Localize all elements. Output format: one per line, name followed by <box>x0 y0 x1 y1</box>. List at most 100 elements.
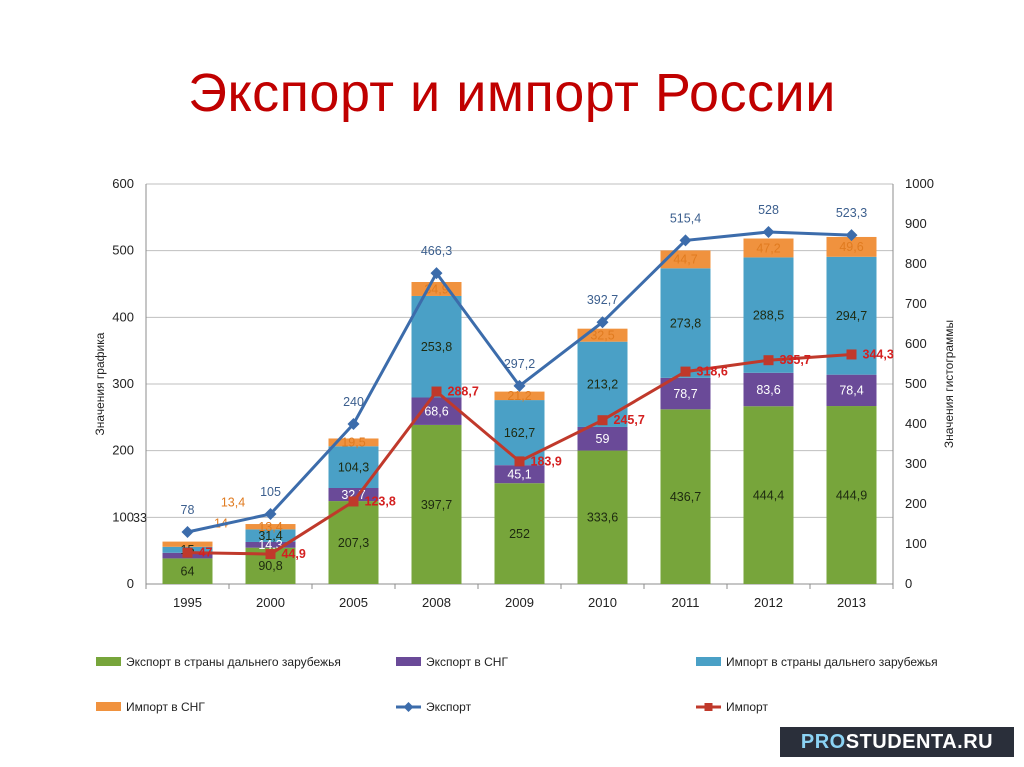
bar-segment-import-cis <box>328 438 379 447</box>
x-tick-label: 2008 <box>422 595 451 610</box>
import-point <box>348 496 359 507</box>
site-watermark[interactable]: PROSTUDENTA.RU <box>780 727 1014 757</box>
import-point <box>763 355 774 366</box>
right-tick-label: 400 <box>905 416 927 431</box>
bar-value-label: 444,9 <box>836 488 867 502</box>
legend-swatch <box>696 657 721 666</box>
watermark-rest: STUDENTA.RU <box>845 731 994 753</box>
legend-label: Экспорт <box>426 700 472 714</box>
x-tick-label: 2000 <box>256 595 285 610</box>
bar-segment-import-far <box>577 341 628 427</box>
bar-value-label: 207,3 <box>338 536 369 550</box>
export-point <box>347 418 360 430</box>
export-value-label: 523,3 <box>836 206 867 220</box>
left-axis-title: Значения графика <box>93 332 107 435</box>
export-value-label: 240 <box>343 395 364 409</box>
bar-segment-import-cis <box>162 541 213 547</box>
bar-segment-export-cis <box>245 541 296 548</box>
bar-value-label: 213,2 <box>587 378 618 392</box>
import-point <box>514 456 525 467</box>
x-tick-label: 2010 <box>588 595 617 610</box>
bar-segment-export-far <box>328 501 379 584</box>
bar-segment-export-cis <box>826 374 877 407</box>
import-value-label: 123,8 <box>365 494 396 508</box>
right-tick-label: 300 <box>905 456 927 471</box>
x-tick-label: 2011 <box>672 595 700 610</box>
legend-marker <box>403 702 414 712</box>
bar-value-label: 436,7 <box>670 490 701 504</box>
bar-value-label: 44,7 <box>673 253 697 267</box>
right-axis-title: Значения гистограммы <box>942 320 956 448</box>
legend-label: Экспорт в СНГ <box>426 655 508 669</box>
left-tick-label: 0 <box>127 576 134 591</box>
import-value-label: 245,7 <box>614 413 645 427</box>
bar-segment-export-far <box>577 450 628 584</box>
annotations: 33 <box>133 511 147 525</box>
bar-segment-export-far <box>660 409 711 584</box>
bar-segment-export-cis <box>577 426 628 451</box>
bar-value-label: 294,7 <box>836 309 867 323</box>
stacked-bars <box>162 236 877 584</box>
export-value-label: 392,7 <box>587 293 618 307</box>
import-value-label: 47 <box>199 546 213 560</box>
bar-value-label: 59 <box>596 432 610 446</box>
import-value-label: 44,9 <box>282 547 306 561</box>
bar-value-label: 78,4 <box>839 384 863 398</box>
bar-segment-import-cis <box>743 238 794 258</box>
line-series <box>181 226 858 560</box>
left-tick-label: 300 <box>112 376 134 391</box>
bar-value-label: 397,7 <box>421 498 452 512</box>
bar-segment-export-far <box>411 424 462 584</box>
left-tick-label: 200 <box>112 443 134 458</box>
watermark-prefix: PRO <box>800 731 846 753</box>
legend: Экспорт в страны дальнего зарубежья Экспо… <box>96 655 938 714</box>
import-value-label: 183,9 <box>531 454 562 468</box>
import-point <box>431 386 442 397</box>
bar-value-label: 90,8 <box>258 559 282 573</box>
right-tick-label: 600 <box>905 336 927 351</box>
bar-value-label: 49,6 <box>839 240 863 254</box>
export-point <box>596 316 609 329</box>
import-point <box>265 549 276 560</box>
bar-value-label: 45,1 <box>507 467 531 481</box>
right-tick-label: 0 <box>905 576 912 591</box>
export-point <box>430 267 443 280</box>
bar-segment-export-cis <box>743 372 794 407</box>
x-tick-label: 2005 <box>339 595 368 610</box>
export-point <box>762 226 775 238</box>
export-value-label: 78 <box>181 503 195 517</box>
left-tick-label: 500 <box>112 243 134 258</box>
bar-value-label: 288,5 <box>753 308 784 322</box>
legend-label: Импорт в СНГ <box>126 700 205 714</box>
legend-swatch <box>396 657 421 666</box>
x-tick-label: 2009 <box>505 595 534 610</box>
bar-value-label: 13,4 <box>258 520 282 534</box>
left-tick-label: 400 <box>112 309 134 324</box>
right-tick-label: 200 <box>905 496 927 511</box>
bar-value-label: 273,8 <box>670 316 701 330</box>
export-point <box>264 508 277 520</box>
bar-segment-export-far <box>162 558 213 584</box>
left-tick-label: 600 <box>112 176 134 191</box>
x-tick-label: 2012 <box>754 595 783 610</box>
bar-segment-import-cis <box>245 524 296 530</box>
legend-label: Импорт <box>726 700 768 714</box>
legend-swatch <box>96 657 121 666</box>
export-point <box>513 379 526 392</box>
legend-label: Экспорт в страны дальнего зарубежья <box>126 655 341 669</box>
export-point <box>845 229 858 242</box>
bar-value-label: 333,6 <box>587 511 618 525</box>
import-value-label: 344,3 <box>863 347 894 361</box>
bar-value-label: 19,5 <box>341 436 365 450</box>
right-tick-label: 900 <box>905 216 927 231</box>
right-tick-label: 500 <box>905 376 927 391</box>
export-point <box>679 234 692 247</box>
import-point <box>597 415 608 426</box>
right-tick-label: 100 <box>905 536 927 551</box>
bar-value-label: 68,6 <box>424 404 448 418</box>
export-value-label: 515,4 <box>670 211 701 225</box>
export-value-label: 297,2 <box>504 357 535 371</box>
chart-title: Экспорт и импорт России <box>188 63 836 123</box>
bar-segment-export-far <box>826 406 877 584</box>
